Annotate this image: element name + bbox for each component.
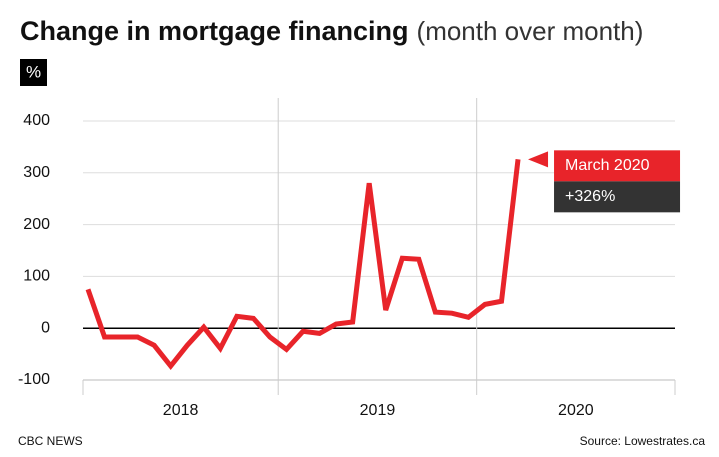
- y-tick-label: 100: [23, 268, 50, 285]
- y-tick-label: 200: [23, 216, 50, 233]
- unit-box: [20, 59, 47, 86]
- y-tick-label: 400: [23, 112, 50, 129]
- x-group-label: 2018: [163, 402, 199, 419]
- value-label: +326%: [565, 188, 615, 205]
- x-group-label: 2020: [558, 402, 594, 419]
- line: [85, 159, 521, 371]
- x-group-label: 2019: [360, 402, 396, 419]
- y-tick-label: 300: [23, 164, 50, 181]
- y-tick-label: -100: [18, 371, 50, 388]
- footer-source: Source: Lowestrates.ca: [580, 434, 706, 448]
- footer-credit: CBC NEWS: [18, 434, 83, 448]
- annotation: March 2020: [565, 157, 650, 174]
- callout-box: [554, 150, 681, 182]
- y-unit: %: [26, 62, 41, 81]
- value-box: [554, 181, 681, 213]
- callout-arrow: [528, 151, 549, 168]
- y-tick-label: 0: [41, 319, 50, 336]
- chart-title: Change in mortgage financing: [20, 16, 409, 46]
- chart-subtitle: (month over month): [417, 16, 644, 46]
